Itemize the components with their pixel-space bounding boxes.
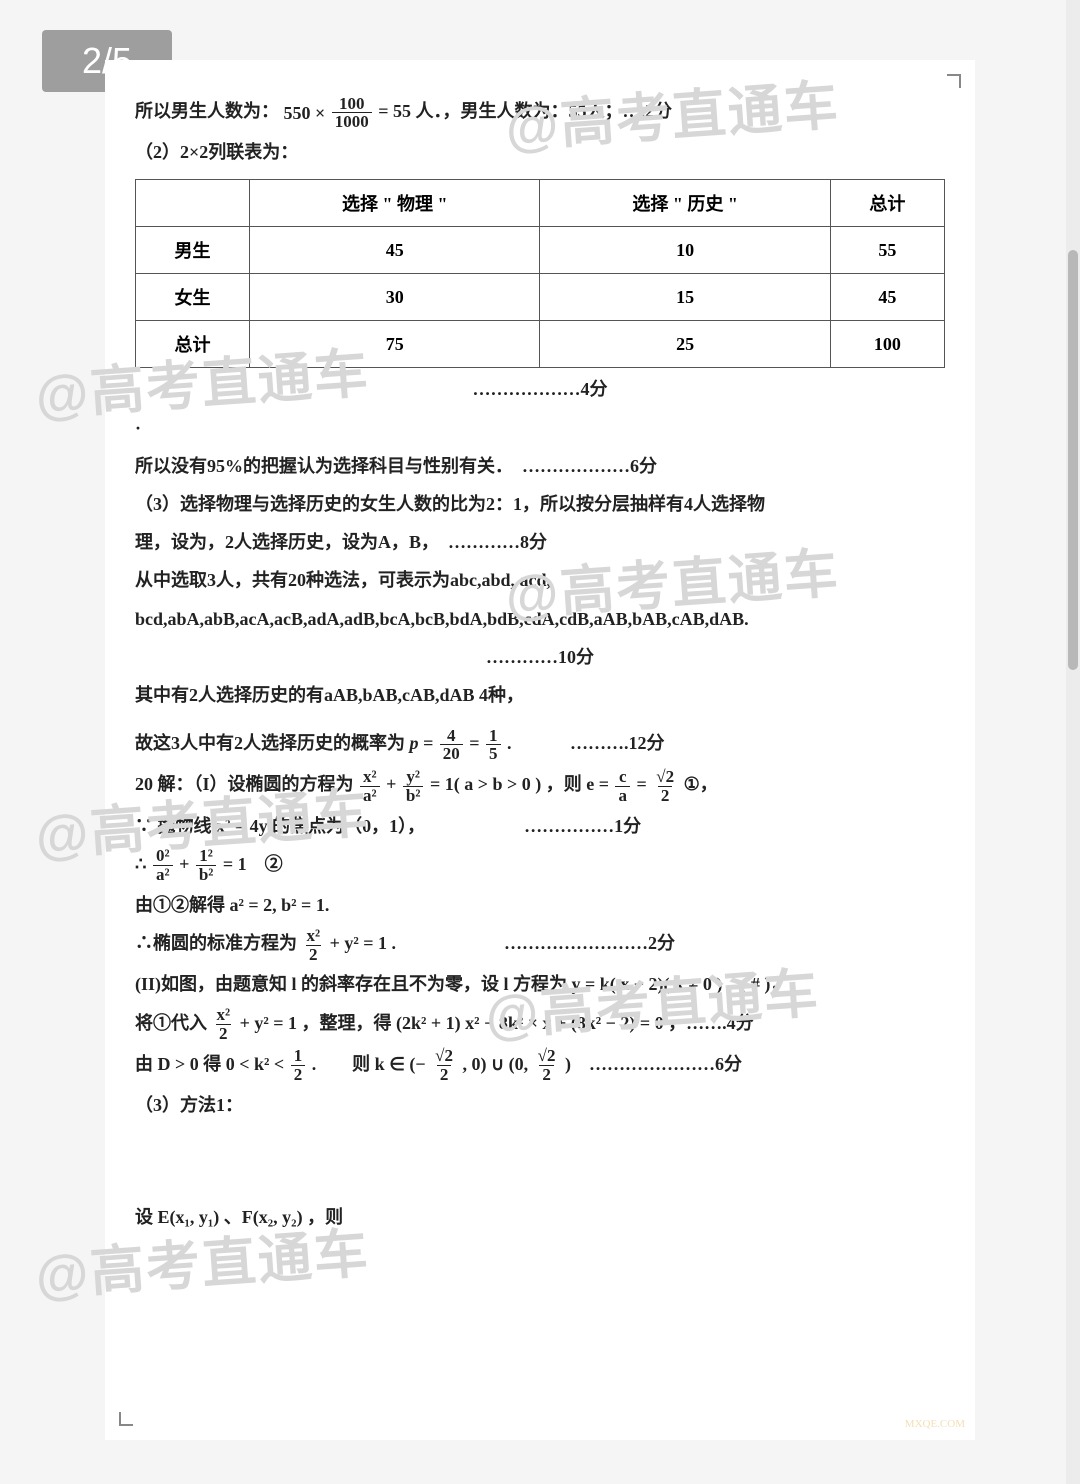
text-line: ∴ 0²a² + 1²b² = 1 ②	[135, 847, 945, 884]
text-line: bcd,abA,abB,acA,acB,adA,adB,bcA,bcB,bdA,…	[135, 602, 945, 636]
text-line: （2）2×2列联表为：	[135, 135, 945, 169]
text-line: 所以男生人数为： 550 × 1001000 = 55 人．，男生人数为：55人…	[135, 94, 945, 131]
table-row: 选择 " 物理 " 选择 " 历史 " 总计	[136, 180, 945, 227]
site-watermark: MXQE.COM	[905, 1418, 965, 1430]
text-line: 20 解：（I）设椭圆的方程为 x²a² + y²b² = 1( a > b >…	[135, 767, 945, 804]
text-line: ·	[135, 411, 945, 445]
text-line: 其中有2人选择历史的有aAB,bAB,cAB,dAB 4种，	[135, 678, 945, 712]
table-cell: 75	[250, 321, 540, 368]
text-line: 所以没有95%的把握认为选择科目与性别有关． ………………6分	[135, 449, 945, 483]
table-header: 总计	[830, 180, 944, 227]
contingency-table: 选择 " 物理 " 选择 " 历史 " 总计 男生 45 10 55 女生 30…	[135, 179, 945, 368]
text-line: 由①②解得 a² = 2, b² = 1.	[135, 888, 945, 922]
score-mark: ………………4分	[135, 372, 945, 406]
table-header: 选择 " 历史 "	[540, 180, 830, 227]
table-cell: 100	[830, 321, 944, 368]
table-row: 总计 75 25 100	[136, 321, 945, 368]
table-header	[136, 180, 250, 227]
table-cell: 男生	[136, 227, 250, 274]
text-line: 设 E(x₁, y₁) 、F(x₂, y₂) ，则	[135, 1200, 945, 1234]
table-row: 男生 45 10 55	[136, 227, 945, 274]
text-line: 故这3人中有2人选择历史的概率为 p = 420 = 15 . ……….12分	[135, 726, 945, 763]
text-line: ∵ 抛物线 x² = 4y 的焦点为（0，1）， ……………1分	[135, 809, 945, 843]
table-header: 选择 " 物理 "	[250, 180, 540, 227]
text-line: （3）方法1：	[135, 1088, 945, 1122]
scrollbar-thumb[interactable]	[1068, 250, 1078, 670]
text-line: 将①代入 x²2 + y² = 1 ，整理，得 (2k² + 1) x² − 8…	[135, 1006, 945, 1043]
table-cell: 45	[830, 274, 944, 321]
text-line: (II)如图，由题意知 l 的斜率存在且不为零，设 l 方程为 y = k( x…	[135, 967, 945, 1001]
table-cell: 30	[250, 274, 540, 321]
table-cell: 15	[540, 274, 830, 321]
table-row: 女生 30 15 45	[136, 274, 945, 321]
document-page: @高考直通车 @高考直通车 @高考直通车 @高考直通车 @高考直通车 @高考直通…	[105, 60, 975, 1440]
crop-corner-top-right	[947, 74, 961, 88]
table-cell: 25	[540, 321, 830, 368]
crop-corner-bottom-left	[119, 1412, 133, 1426]
text-line: 从中选取3人，共有20种选法，可表示为abc,abd, acd,	[135, 563, 945, 597]
table-cell: 10	[540, 227, 830, 274]
text-line: 理，设为，2人选择历史，设为A，B， …………8分	[135, 525, 945, 559]
score-mark: …………10分	[135, 640, 945, 674]
table-cell: 总计	[136, 321, 250, 368]
scrollbar-track[interactable]	[1066, 0, 1080, 1484]
table-cell: 女生	[136, 274, 250, 321]
table-cell: 45	[250, 227, 540, 274]
table-cell: 55	[830, 227, 944, 274]
text-line: （3）选择物理与选择历史的女生人数的比为2：1，所以按分层抽样有4人选择物	[135, 487, 945, 521]
text-line: ∴椭圆的标准方程为 x²2 + y² = 1 . ……………………2分	[135, 926, 945, 963]
text-line: 由 D > 0 得 0 < k² < 12 . 则 k ∈ (− √22 , 0…	[135, 1047, 945, 1084]
